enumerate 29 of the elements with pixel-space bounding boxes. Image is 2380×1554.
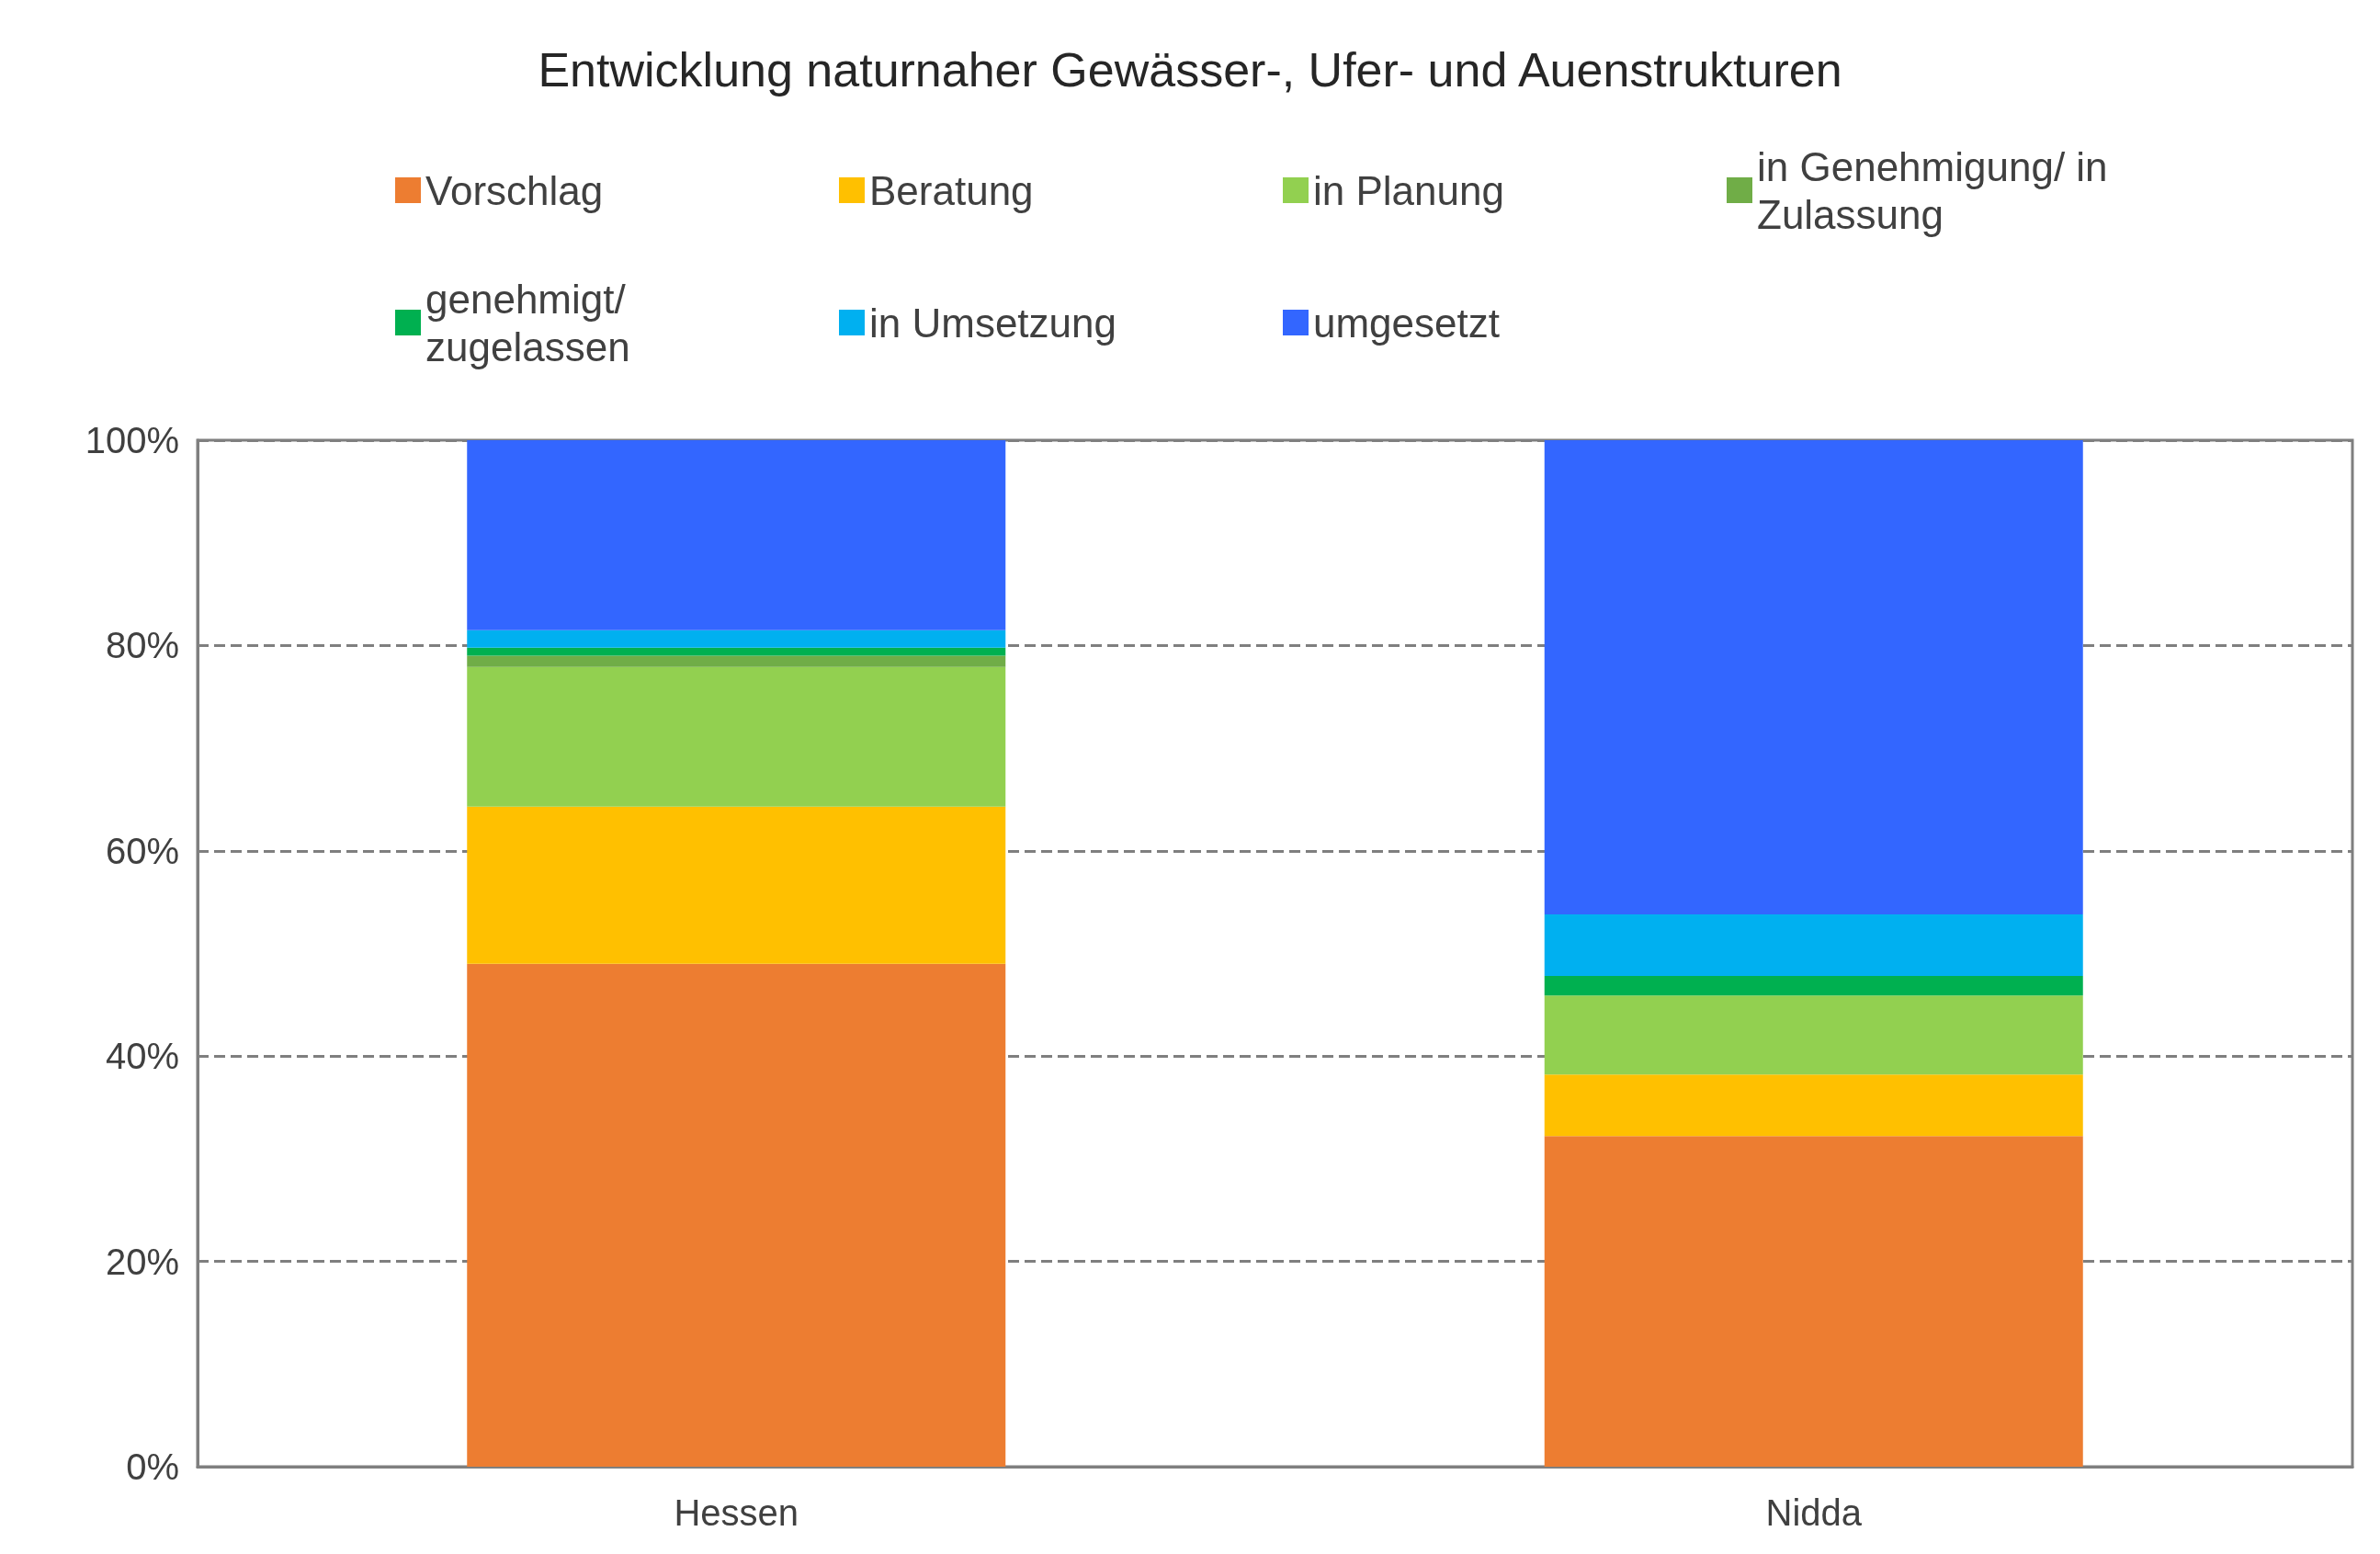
y-tick-label: 100% <box>85 420 179 460</box>
bar <box>467 630 1006 648</box>
x-tick-label: Hessen <box>674 1492 799 1533</box>
y-tick-label: 0% <box>126 1446 179 1487</box>
legend-label: Vorschlag <box>425 167 604 213</box>
legend-label: umgesetzt <box>1313 300 1500 346</box>
bar <box>467 666 1006 807</box>
bar <box>1544 976 2083 996</box>
bar <box>1544 995 2083 1075</box>
y-tick-label: 80% <box>105 625 179 666</box>
y-tick-label: 60% <box>105 830 179 871</box>
bar <box>467 963 1006 1467</box>
bar <box>467 440 1006 630</box>
y-tick-label: 40% <box>105 1036 179 1077</box>
legend-label: in Umsetzung <box>869 300 1117 346</box>
legend-label: in Genehmigung/ in Zulassung <box>1757 143 2119 237</box>
bar <box>467 655 1006 667</box>
legend-label: Beratung <box>869 167 1034 213</box>
chart-title: Entwicklung naturnaher Gewässer-, Ufer- und Auenstrukturen <box>538 43 1842 96</box>
bar <box>1544 440 2083 915</box>
legend-label: in Planung <box>1313 167 1504 213</box>
bar <box>467 647 1006 656</box>
bar <box>1544 1136 2083 1467</box>
bar <box>1544 914 2083 977</box>
bar <box>467 806 1006 964</box>
legend-label: genehmigt/ zugelassen <box>425 276 637 369</box>
x-tick-label: Nidda <box>1765 1492 1863 1533</box>
y-tick-label: 20% <box>105 1241 179 1282</box>
bar <box>1544 1074 2083 1137</box>
